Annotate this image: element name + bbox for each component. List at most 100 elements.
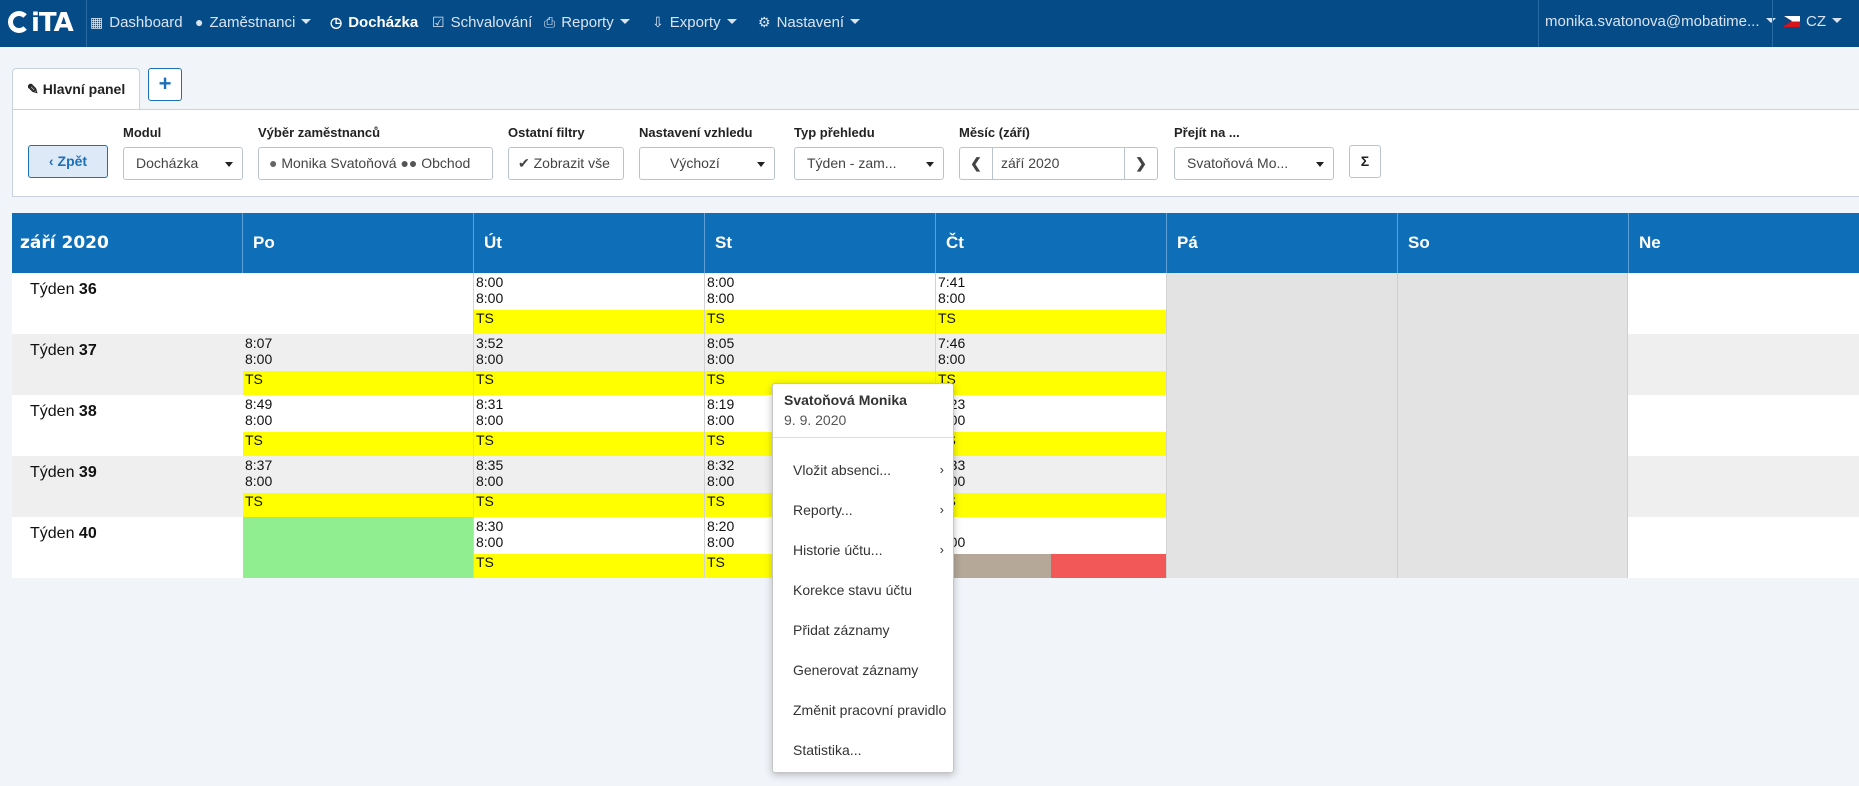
export-icon: ⇩ <box>652 14 664 30</box>
day-cell[interactable]: 7:46 8:00 TS <box>936 334 1167 395</box>
shift-code-bar: TS <box>243 432 473 456</box>
context-menu-item[interactable]: Statistika... <box>793 742 862 758</box>
day-header: St <box>705 213 936 273</box>
week-label: Týden 36 <box>30 281 97 299</box>
back-button[interactable]: ‹ Zpět <box>28 145 108 178</box>
next-month-button[interactable]: ❯ <box>1124 147 1158 180</box>
sum-button[interactable]: Σ <box>1349 145 1381 178</box>
employees-select[interactable]: ● Monika Svatoňová ●● Obchod <box>258 147 493 180</box>
nav-schvalovani[interactable]: ☑ Schvalování <box>432 0 532 47</box>
shift-code-bar: TS <box>474 493 704 517</box>
overview-type-select[interactable]: Týden - zam... <box>794 147 944 180</box>
day-header: Čt <box>936 213 1167 273</box>
weekend-cell[interactable] <box>1398 273 1628 334</box>
weekend-cell[interactable] <box>1167 456 1398 517</box>
nav-nastaveni[interactable]: ⚙ Nastavení <box>758 0 861 47</box>
day-cell[interactable] <box>243 273 474 334</box>
absence-bar <box>936 554 1051 578</box>
nav-dashboard[interactable]: ▦ Dashboard <box>90 0 183 47</box>
app-logo[interactable]: iTA <box>8 10 80 37</box>
goto-select[interactable]: Svatoňová Mo... <box>1174 147 1334 180</box>
day-cell[interactable]: 8:238:00 TS <box>936 395 1167 456</box>
day-cell[interactable]: 8:35 8:00 TS <box>474 456 705 517</box>
day-cell[interactable]: 8:338:00 TS <box>936 456 1167 517</box>
shift-code-bar: TS <box>474 310 704 334</box>
overview-type-label: Typ přehledu <box>794 125 875 140</box>
clock-icon: ◷ <box>330 14 343 30</box>
day-cell[interactable]: 8:07 8:00 TS <box>243 334 474 395</box>
weekend-cell[interactable] <box>1167 273 1398 334</box>
context-menu-item[interactable]: Reporty... <box>793 502 853 518</box>
shift-code-bar: TS <box>243 371 473 395</box>
nav-reporty[interactable]: ⎙ Reporty <box>544 0 630 47</box>
weekend-cell[interactable] <box>1167 334 1398 395</box>
planned-time: 8:00 <box>476 351 504 367</box>
context-menu-item[interactable]: Vložit absenci... <box>793 462 892 478</box>
context-menu-item[interactable]: Historie účtu... <box>793 542 883 558</box>
week-label: Týden 37 <box>30 342 97 360</box>
weekend-cell[interactable] <box>1398 456 1628 517</box>
planned-time: 8:00 <box>707 473 735 489</box>
show-all-button[interactable]: ✔ Zobrazit vše <box>508 147 624 180</box>
day-cell[interactable]: 3:52 8:00 TS <box>474 334 705 395</box>
context-menu-item[interactable]: Přidat záznamy <box>793 622 890 638</box>
worked-time: 8:00 <box>707 274 735 290</box>
nav-zamestnanci[interactable]: ● Zaměstnanci <box>195 0 312 47</box>
shift-code-bar: TS <box>474 554 704 578</box>
worked-time: 8:31 <box>476 396 504 412</box>
nav-dochazka[interactable]: ◷ Docházka <box>330 0 418 47</box>
users-icon: ●● <box>400 155 418 171</box>
weekend-cell[interactable] <box>1398 395 1628 456</box>
day-cell[interactable]: 8:49 8:00 TS <box>243 395 474 456</box>
worked-time: 3:52 <box>476 335 504 351</box>
day-cell[interactable]: 8:00 8:00 TS <box>705 273 936 334</box>
weekend-cell[interactable] <box>1398 334 1628 395</box>
day-cell[interactable]: 8:31 8:00 TS <box>474 395 705 456</box>
chevron-down-icon <box>726 19 737 24</box>
prev-month-button[interactable]: ❮ <box>959 147 993 180</box>
worked-time: 7:46 <box>938 335 966 351</box>
planned-time: 8:00 <box>707 351 735 367</box>
worked-time: 8:19 <box>707 396 735 412</box>
user-menu[interactable]: monika.svatonova@mobatime... <box>1545 0 1776 47</box>
worked-time <box>243 518 473 534</box>
planned-time: 8:00 <box>707 534 735 550</box>
user-icon: ● <box>269 155 278 171</box>
week-number: 39 <box>78 464 97 481</box>
divider <box>773 437 953 438</box>
day-cell[interactable]: 7:41 8:00 TS <box>936 273 1167 334</box>
day-cell[interactable] <box>243 517 474 578</box>
day-cell[interactable]: 8:00 <box>936 517 1167 578</box>
weekend-cell[interactable] <box>1398 517 1628 578</box>
dropdown-caret-icon <box>1316 162 1324 167</box>
chevron-down-icon <box>301 19 312 24</box>
week-word: Týden <box>30 342 75 359</box>
context-menu-item[interactable]: Změnit pracovní pravidlo <box>793 702 947 718</box>
chevron-right-icon: › <box>939 462 944 477</box>
modul-select[interactable]: Docházka <box>123 147 243 180</box>
day-header: Út <box>474 213 705 273</box>
weekend-cell[interactable] <box>1167 395 1398 456</box>
day-header: Po <box>243 213 474 273</box>
planned-time: 8:00 <box>245 473 273 489</box>
nav-exporty[interactable]: ⇩ Exporty <box>652 0 737 47</box>
context-menu-item[interactable]: Korekce stavu účtu <box>793 582 913 598</box>
add-tab-button[interactable]: + <box>148 68 182 101</box>
look-settings-select[interactable]: Výchozí <box>639 147 775 180</box>
worked-time: 8:30 <box>476 518 504 534</box>
weekend-cell[interactable] <box>1167 517 1398 578</box>
day-cell[interactable]: 8:37 8:00 TS <box>243 456 474 517</box>
grid-icon: ▦ <box>90 14 104 30</box>
tab-hlavni-panel[interactable]: ✎ Hlavní panel <box>12 68 140 110</box>
day-cell[interactable]: 8:30 8:00 TS <box>474 517 705 578</box>
worked-time: 8:37 <box>245 457 273 473</box>
print-icon: ⎙ <box>544 14 556 30</box>
chevron-down-icon <box>850 19 861 24</box>
week-number: 40 <box>78 525 97 542</box>
month-input[interactable]: září 2020 <box>992 147 1125 180</box>
nav-divider <box>1538 0 1539 47</box>
dropdown-caret-icon <box>757 162 765 167</box>
language-menu[interactable]: CZ <box>1784 0 1842 47</box>
day-cell[interactable]: 8:00 8:00 TS <box>474 273 705 334</box>
context-menu-item[interactable]: Generovat záznamy <box>793 662 919 678</box>
